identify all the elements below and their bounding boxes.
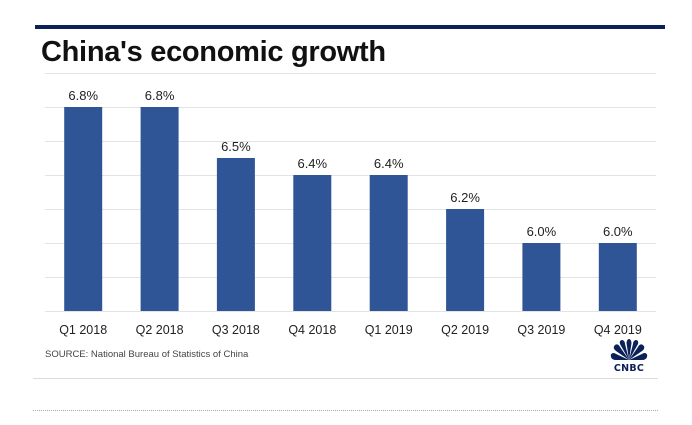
x-tick-label: Q1 2019 <box>365 323 413 337</box>
bar <box>140 107 179 311</box>
x-tick-label: Q2 2019 <box>441 323 489 337</box>
peacock-feather <box>629 344 645 360</box>
data-label: 6.8% <box>145 88 175 103</box>
peacock-feather <box>619 340 629 360</box>
bar <box>369 175 408 311</box>
x-tick-label: Q1 2018 <box>59 323 107 337</box>
data-label: 6.0% <box>527 224 557 239</box>
x-tick-label: Q3 2019 <box>517 323 565 337</box>
peacock-feather <box>610 353 629 360</box>
data-label: 6.4% <box>374 156 404 171</box>
peacock-feather <box>629 340 639 360</box>
peacock-feather <box>626 339 632 360</box>
data-label: 6.8% <box>68 88 98 103</box>
peacock-feather <box>613 344 629 360</box>
data-label: 6.5% <box>221 139 251 154</box>
bar <box>293 175 332 311</box>
x-tick-label: Q2 2018 <box>136 323 184 337</box>
footer-dotted-divider <box>33 410 658 411</box>
bars <box>64 107 637 311</box>
x-tick-labels: Q1 2018 Q2 2018 Q3 2018 Q4 2018 Q1 2019 Q2 20… <box>59 323 642 337</box>
data-label: 6.4% <box>297 156 327 171</box>
bar <box>522 243 561 311</box>
footer-divider <box>33 378 658 379</box>
x-tick-label: Q4 2018 <box>288 323 336 337</box>
cnbc-logo-icon: CNBC <box>610 339 648 374</box>
chart-title: China's economic growth <box>41 36 386 68</box>
bar <box>446 209 485 311</box>
bar <box>598 243 637 311</box>
bar <box>64 107 103 311</box>
source-note: SOURCE: National Bureau of Statistics of… <box>45 349 249 360</box>
header-accent-bar <box>35 25 665 29</box>
data-label: 6.0% <box>603 224 633 239</box>
gridlines <box>45 73 656 312</box>
data-labels: 6.8% 6.8% 6.5% 6.4% 6.4% 6.2% 6.0% 6.0% <box>68 88 633 239</box>
peacock-feather <box>629 353 648 360</box>
x-tick-label: Q4 2019 <box>594 323 642 337</box>
x-tick-label: Q3 2018 <box>212 323 260 337</box>
data-label: 6.2% <box>450 190 480 205</box>
cnbc-logo-text: CNBC <box>614 363 644 374</box>
bar <box>216 158 255 311</box>
